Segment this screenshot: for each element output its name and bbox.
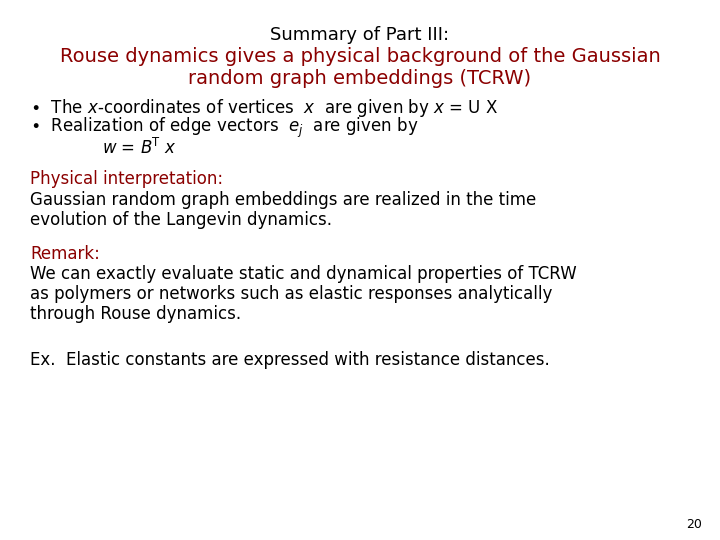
Text: as polymers or networks such as elastic responses analytically: as polymers or networks such as elastic … — [30, 285, 553, 303]
Text: $\bullet$  The $\it{x}$-coordinates of vertices  $\it{x}$  are given by $\it{x}$: $\bullet$ The $\it{x}$-coordinates of ve… — [30, 97, 498, 119]
Text: Rouse dynamics gives a physical background of the Gaussian: Rouse dynamics gives a physical backgrou… — [60, 47, 660, 66]
Text: Summary of Part III:: Summary of Part III: — [271, 26, 449, 44]
Text: $\bullet$  Realization of edge vectors  $\it{e}_j$  are given by: $\bullet$ Realization of edge vectors $\… — [30, 116, 418, 140]
Text: evolution of the Langevin dynamics.: evolution of the Langevin dynamics. — [30, 211, 332, 229]
Text: $\it{w}$ = $\it{B}$$^{\rm T}$ $\it{x}$: $\it{w}$ = $\it{B}$$^{\rm T}$ $\it{x}$ — [102, 138, 177, 158]
Text: through Rouse dynamics.: through Rouse dynamics. — [30, 305, 241, 323]
Text: Physical interpretation:: Physical interpretation: — [30, 170, 223, 188]
Text: Remark:: Remark: — [30, 245, 100, 263]
Text: Ex.  Elastic constants are expressed with resistance distances.: Ex. Elastic constants are expressed with… — [30, 351, 550, 369]
Text: random graph embeddings (TCRW): random graph embeddings (TCRW) — [189, 69, 531, 88]
Text: 20: 20 — [686, 518, 702, 531]
Text: Gaussian random graph embeddings are realized in the time: Gaussian random graph embeddings are rea… — [30, 191, 536, 209]
Text: We can exactly evaluate static and dynamical properties of TCRW: We can exactly evaluate static and dynam… — [30, 265, 577, 284]
